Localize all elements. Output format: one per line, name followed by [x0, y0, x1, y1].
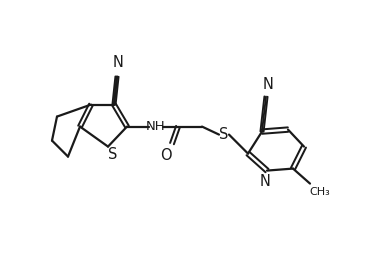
Text: N: N [113, 55, 124, 70]
Text: O: O [160, 148, 172, 163]
Text: CH₃: CH₃ [310, 187, 330, 197]
Text: S: S [219, 127, 229, 142]
Text: N: N [263, 77, 273, 92]
Text: S: S [108, 147, 118, 162]
Text: N: N [260, 174, 270, 189]
Text: NH: NH [146, 120, 166, 133]
